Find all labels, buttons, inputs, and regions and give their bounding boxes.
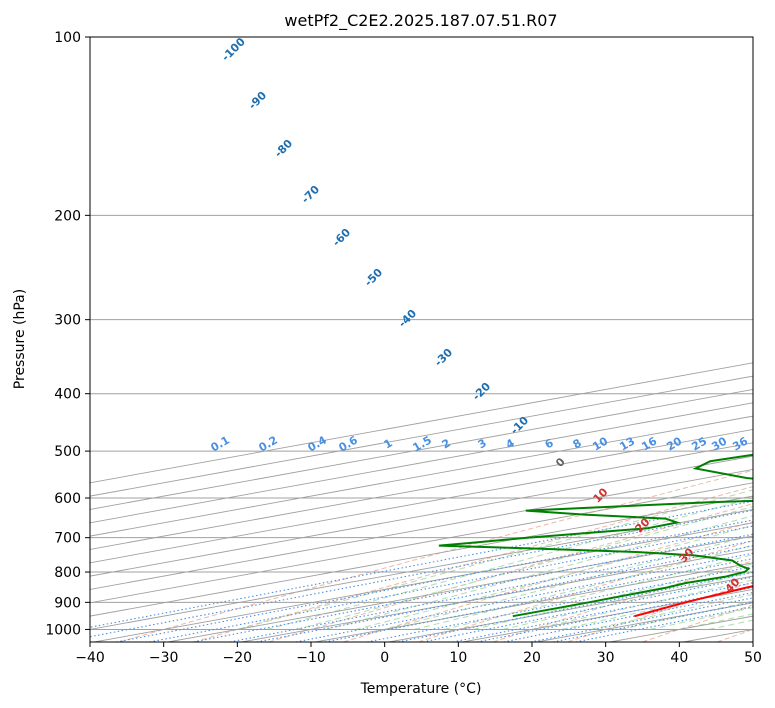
mixing-ratio-label: 1 [382,436,395,451]
mixing-ratio-line [256,545,753,642]
y-tick-label: 1000 [45,622,81,638]
isotherm-line [90,415,753,537]
mixing-ratio-label: 4 [504,436,517,451]
mixing-ratio-line [116,519,753,642]
dry-adiabat-label: -40 [396,307,419,330]
chart-title: wetPf2_C2E2.2025.187.07.51.R07 [284,11,557,31]
sounding-lines [438,453,753,618]
dry-adiabat-label: -50 [362,266,385,289]
x-tick-label: −40 [75,650,105,666]
isotherm-line [315,562,753,642]
mixing-ratio-line [193,533,753,642]
y-tick-label: 300 [54,313,81,329]
y-tick-label: 600 [54,491,81,507]
y-tick-label: 900 [54,595,81,611]
x-tick-label: 30 [597,650,615,666]
moist-adiabat-line [266,497,753,630]
moist-adiabat-line [413,544,753,630]
dry-adiabat-label: -30 [432,346,455,369]
dry-adiabat-label: -80 [272,137,295,160]
isotherm-line [90,482,753,604]
moist-adiabat-line [325,515,753,630]
dry-adiabat-line [268,503,753,642]
moist-adiabat-label: 0 [553,455,568,470]
mixing-ratio-label: 20 [664,434,684,453]
moist-adiabat-line [649,607,753,630]
tick-layer: −40 −30 −20 −10 0 10 20 30 40 5010020030040050060… [45,30,762,666]
mixing-ratio-line [90,500,753,628]
mixing-ratio-line [324,557,753,642]
isotherm-line [90,402,753,524]
moist-adiabat-label: 10 [591,485,611,505]
plot-frame [89,36,754,643]
y-tick-label: 200 [54,208,81,224]
x-tick-label: 10 [449,650,467,666]
grid-layer [90,37,753,642]
dry-adiabat-label: -100 [219,35,248,64]
isotherm-line [90,442,753,564]
x-tick-label: −10 [296,650,326,666]
y-tick-label: 500 [54,444,81,460]
isotherm-line [94,522,753,642]
dry-adiabat-line [194,486,753,642]
isotherm-line [90,428,753,550]
x-tick-label: −20 [223,650,253,666]
moist-adiabat-line [296,505,753,630]
dry-adiabat-line [642,604,753,642]
dry-adiabat-label: -90 [246,89,269,112]
dry-adiabat-label: -60 [330,226,353,249]
x-axis-label: Temperature (°C) [360,681,482,697]
x-tick-label: −30 [149,650,179,666]
mixing-ratio-label: 25 [689,435,709,454]
x-tick-label: 40 [670,650,688,666]
mixing-ratio-label: 8 [571,436,584,451]
moist-adiabat-line [355,524,753,630]
isotherm-line [90,388,753,510]
isotherm-line [241,548,753,642]
dry-adiabat-line [343,521,753,642]
isotherm-line [90,455,753,577]
mixing-ratio-label: 3 [476,436,489,451]
mixing-ratio-line [229,540,753,642]
isotherm-line [90,362,753,484]
isotherm-line [90,375,753,497]
mixing-ratio-line [575,606,753,642]
dry-adiabat-label: -70 [299,183,322,206]
mixing-ratio-label: 10 [590,434,610,453]
mixing-ratio-label: 36 [730,434,750,453]
dewpoint-line [438,453,753,618]
isotherm-line [167,535,753,642]
mixing-ratio-line [295,552,753,642]
temperature-line [634,585,753,618]
dry-adiabat-line [119,469,753,642]
y-tick-label: 400 [54,387,81,403]
isotherm-line [90,495,753,617]
y-tick-label: 800 [54,565,81,581]
moist-adiabat-line [472,563,753,630]
y-tick-label: 700 [54,531,81,547]
dry-adiabat-line [716,628,753,642]
dry-adiabat-line [492,560,753,642]
x-tick-label: 0 [380,650,389,666]
moist-adiabat-line [708,619,753,630]
moist-adiabat-line [384,534,753,630]
x-tick-label: 20 [523,650,541,666]
isotherm-line [90,508,753,630]
mixing-ratio-line [149,525,753,642]
dry-adiabat-label: -20 [470,380,493,403]
y-tick-label: 100 [54,30,81,46]
x-tick-label: 50 [744,650,762,666]
mixing-ratio-label: 16 [639,434,659,453]
isotherm-line [90,468,753,590]
y-axis-label: Pressure (hPa) [12,289,28,389]
moist-adiabat-line [531,579,753,630]
mixing-ratio-line [552,601,753,642]
